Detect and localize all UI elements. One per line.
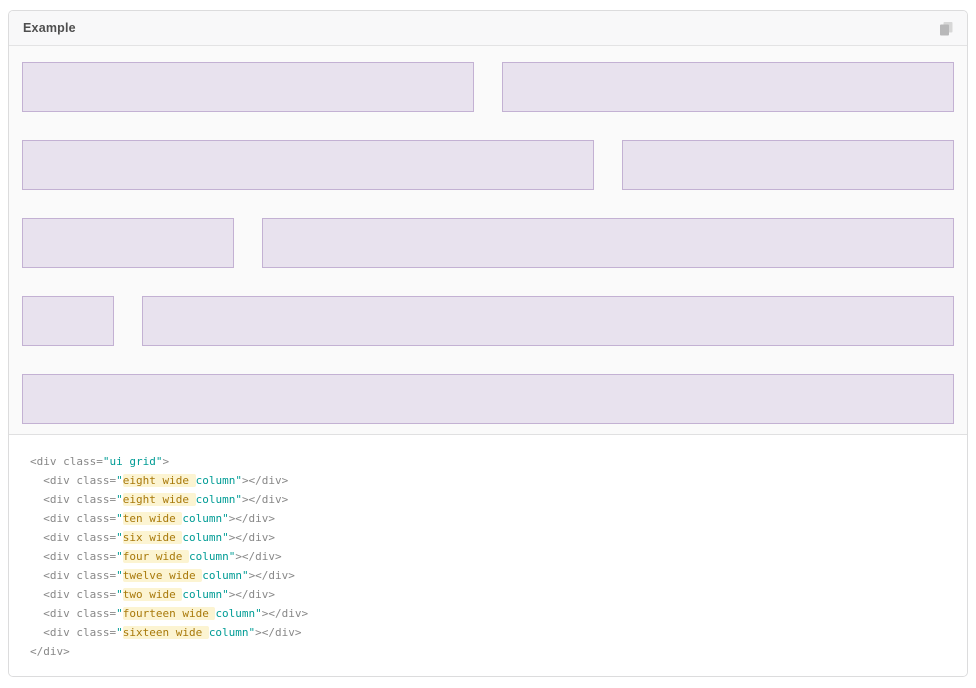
grid-column-twelve-wide (248, 204, 967, 282)
code-token-plain: <div class= (30, 569, 117, 582)
code-token-plain: ></div> (228, 588, 276, 601)
code-token-hl: sixteen wide (122, 626, 209, 639)
code-token-hl: fourteen wide (122, 607, 216, 620)
copy-icon (939, 21, 953, 39)
code-line: <div class="eight wide column"></div> (30, 490, 946, 509)
code-token-plain: > (162, 455, 170, 468)
grid-column-fill (22, 296, 114, 346)
grid-column-six-wide (608, 126, 967, 204)
code-token-string: column" (195, 474, 242, 487)
code-line: <div class="four wide column"></div> (30, 547, 946, 566)
code-line: <div class="six wide column"></div> (30, 528, 946, 547)
code-token-string: column" (202, 569, 249, 582)
grid-column-four-wide (9, 204, 248, 282)
grid-column-fill (622, 140, 954, 190)
code-token-hl: ten wide (122, 512, 183, 525)
code-token-string: column" (182, 531, 229, 544)
grid-column-sixteen-wide (9, 360, 967, 438)
code-token-plain: <div class= (30, 626, 117, 639)
code-token-hl: six wide (122, 531, 183, 544)
code-line: <div class="two wide column"></div> (30, 585, 946, 604)
code-token-hl: twelve wide (122, 569, 203, 582)
code-token-string: " (116, 569, 123, 582)
code-block: <div class="ui grid"> <div class="eight … (9, 435, 967, 676)
code-token-string: "ui grid" (102, 455, 163, 468)
code-token-string: " (116, 531, 123, 544)
code-token-string: " (116, 588, 123, 601)
code-token-string: " (116, 607, 123, 620)
code-token-plain: ></div> (241, 474, 289, 487)
code-line: <div class="fourteen wide column"></div> (30, 604, 946, 623)
code-token-plain: </div> (30, 645, 70, 658)
code-token-plain: ></div> (248, 569, 295, 582)
code-token-string: column" (182, 512, 229, 525)
code-line: <div class="twelve wide column"></div> (30, 566, 946, 585)
code-token-hl: four wide (122, 550, 189, 563)
grid-column-fourteen-wide (128, 282, 967, 360)
grid-demo (9, 48, 967, 438)
code-token-plain: <div class= (30, 588, 117, 601)
code-token-hl: eight wide (122, 493, 196, 506)
grid-column-eight-wide (9, 48, 488, 126)
code-token-string: column" (195, 493, 242, 506)
code-token-string: column" (208, 626, 256, 639)
code-line: <div class="ui grid"> (30, 452, 946, 471)
code-token-plain: <div class= (30, 550, 117, 563)
code-token-hl: two wide (122, 588, 183, 601)
example-header: Example (9, 11, 967, 46)
grid-column-fill (22, 374, 954, 424)
code-token-string: " (116, 550, 123, 563)
code-token-plain: <div class= (30, 455, 103, 468)
code-token-plain: <div class= (30, 607, 117, 620)
code-token-plain: <div class= (30, 474, 117, 487)
code-token-string: column" (215, 607, 262, 620)
grid-example-area (9, 46, 967, 435)
code-line: <div class="sixteen wide column"></div> (30, 623, 946, 642)
code-token-plain: ></div> (241, 493, 289, 506)
code-token-plain: ></div> (228, 512, 276, 525)
grid-column-fill (142, 296, 954, 346)
code-token-string: " (116, 493, 123, 506)
grid-column-fill (22, 62, 474, 112)
code-line: </div> (30, 642, 946, 661)
example-panel: Example <div class="ui grid"> <div class… (8, 10, 968, 677)
example-title: Example (23, 21, 76, 35)
code-token-plain: ></div> (228, 531, 276, 544)
code-token-plain: ></div> (235, 550, 282, 563)
code-token-string: column" (182, 588, 229, 601)
grid-column-fill (502, 62, 954, 112)
code-token-string: " (116, 474, 123, 487)
grid-column-eight-wide (488, 48, 967, 126)
code-token-hl: eight wide (122, 474, 196, 487)
code-line: <div class="ten wide column"></div> (30, 509, 946, 528)
code-line: <div class="eight wide column"></div> (30, 471, 946, 490)
copy-code-button[interactable] (939, 21, 953, 36)
code-token-string: column" (188, 550, 236, 563)
grid-column-two-wide (9, 282, 128, 360)
grid-column-fill (22, 218, 234, 268)
code-token-plain: <div class= (30, 512, 117, 525)
grid-column-fill (262, 218, 954, 268)
code-token-plain: ></div> (255, 626, 302, 639)
code-token-plain: <div class= (30, 493, 117, 506)
code-token-string: " (116, 626, 123, 639)
grid-column-ten-wide (9, 126, 608, 204)
grid-column-fill (22, 140, 594, 190)
code-token-string: " (116, 512, 123, 525)
code-token-plain: <div class= (30, 531, 117, 544)
code-token-plain: ></div> (261, 607, 309, 620)
